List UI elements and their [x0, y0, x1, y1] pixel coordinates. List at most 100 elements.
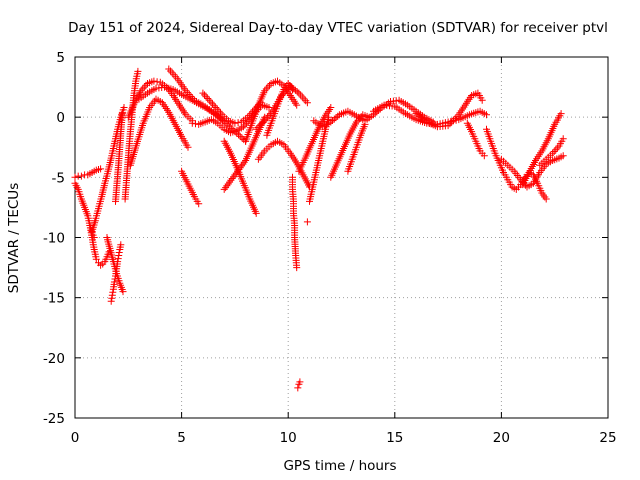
data-point	[549, 149, 557, 157]
y-tick-label: 5	[56, 50, 65, 66]
data-point	[114, 258, 122, 266]
data-point	[244, 113, 252, 121]
data-point	[261, 87, 269, 95]
data-point	[227, 176, 235, 184]
data-point	[357, 113, 365, 121]
x-tick-label: 5	[177, 430, 186, 446]
data-point	[153, 78, 161, 86]
data-point	[296, 378, 304, 386]
data-point	[115, 249, 123, 256]
data-point	[202, 93, 210, 101]
data-points	[71, 65, 567, 392]
data-point	[228, 175, 236, 182]
data-point	[421, 117, 429, 125]
data-point	[559, 135, 567, 143]
axis-ticks	[74, 56, 609, 419]
data-point	[550, 148, 558, 155]
data-point	[289, 86, 296, 93]
data-point	[77, 172, 85, 180]
data-point	[542, 195, 550, 203]
data-point	[210, 102, 218, 110]
data-point	[361, 120, 369, 128]
data-point	[293, 101, 301, 109]
data-point	[223, 182, 231, 190]
data-point	[293, 88, 301, 96]
data-point	[480, 152, 488, 160]
data-point	[222, 184, 230, 192]
data-point	[238, 134, 246, 142]
data-point	[205, 96, 213, 104]
data-point	[134, 67, 142, 75]
y-axis-label: SDTVAR / TECUs	[6, 183, 22, 293]
data-point	[334, 112, 342, 120]
data-point	[239, 160, 247, 168]
data-point	[201, 91, 208, 99]
data-point	[150, 77, 158, 85]
data-point	[107, 297, 115, 305]
data-point	[330, 115, 338, 123]
data-point	[235, 131, 242, 139]
data-point	[327, 104, 335, 111]
data-point	[240, 158, 248, 166]
data-point	[215, 107, 223, 115]
data-point	[478, 96, 486, 104]
x-axis-label: GPS time / hours	[283, 458, 396, 474]
y-tick-label: -10	[43, 231, 65, 247]
data-point	[199, 89, 207, 97]
data-point	[266, 81, 273, 89]
data-point	[483, 111, 490, 119]
data-point	[449, 116, 457, 124]
data-point	[139, 85, 147, 93]
data-point	[226, 178, 234, 186]
data-point	[92, 255, 100, 263]
data-point	[261, 117, 269, 125]
data-point	[559, 152, 567, 160]
data-point	[97, 165, 105, 173]
data-point	[264, 113, 272, 121]
chart-title: Day 151 of 2024, Sidereal Day-to-day VTE…	[68, 20, 608, 36]
x-tick-labels: 0 5 10 15 20 25	[71, 430, 617, 446]
data-point	[356, 114, 364, 122]
y-tick-label: -5	[52, 170, 65, 186]
data-point	[419, 115, 427, 123]
data-point	[234, 119, 242, 127]
data-point	[184, 143, 192, 151]
data-point	[256, 122, 264, 130]
data-point	[170, 71, 178, 79]
data-point	[109, 288, 117, 296]
data-point	[217, 109, 224, 117]
data-point	[188, 119, 196, 127]
data-point	[236, 132, 244, 140]
data-point	[71, 173, 79, 181]
data-point	[207, 98, 215, 106]
y-tick-label: -15	[43, 291, 65, 307]
data-point	[226, 123, 234, 131]
data-point	[303, 218, 311, 226]
data-point	[291, 86, 299, 94]
x-tick-label: 15	[386, 430, 403, 446]
data-point	[259, 119, 267, 126]
data-point	[553, 144, 561, 152]
data-point	[414, 111, 422, 119]
data-point	[231, 119, 239, 127]
data-point	[119, 288, 127, 296]
data-point	[453, 113, 461, 121]
data-point	[352, 118, 360, 126]
data-point	[110, 278, 118, 286]
data-point	[444, 122, 452, 130]
data-point	[412, 110, 420, 118]
data-point	[212, 104, 220, 111]
data-point	[294, 384, 302, 392]
data-point	[329, 117, 336, 124]
x-tick-label: 20	[493, 430, 510, 446]
data-point	[239, 123, 247, 131]
data-point	[118, 110, 126, 118]
y-tick-label: 0	[56, 110, 65, 126]
data-point	[293, 264, 301, 272]
data-point	[120, 104, 128, 111]
data-point	[265, 111, 273, 119]
data-point	[142, 81, 150, 89]
data-point	[168, 69, 176, 77]
data-point	[257, 120, 265, 128]
data-point	[446, 120, 454, 128]
